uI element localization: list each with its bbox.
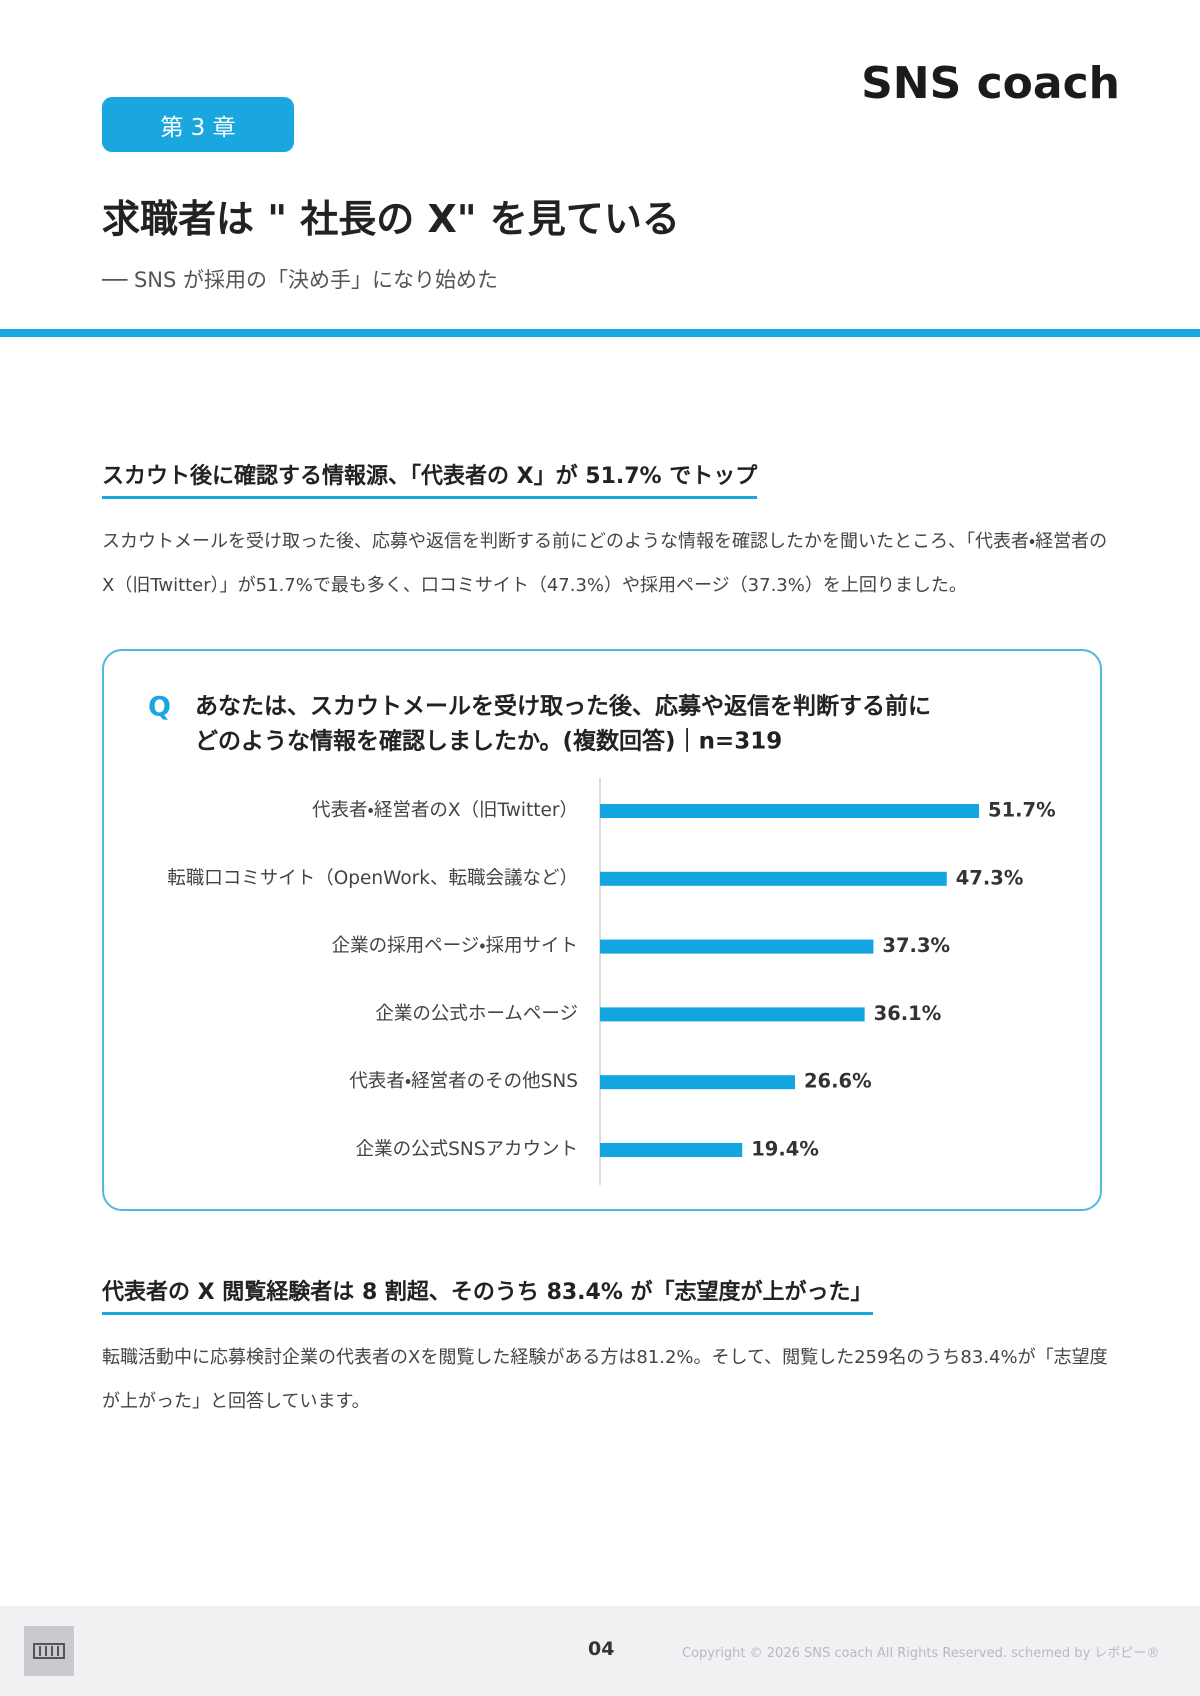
bar [600, 1143, 743, 1157]
value-label: 37.3% [882, 934, 950, 957]
category-label: 企業の公式SNSアカウント [356, 1139, 578, 1160]
chart: Q あなたは、スカウトメールを受け取った後、応募や返信を判断する前にどのような情報… [148, 692, 1056, 1185]
value-label: 26.6% [804, 1070, 872, 1093]
bar [600, 939, 874, 954]
value-label: 19.4% [751, 1138, 819, 1161]
bar [600, 871, 947, 886]
page-number: 04 [588, 1638, 615, 1660]
category-label: 転職口コミサイト（OpenWork、転職会議など） [167, 868, 578, 889]
bar [600, 1075, 795, 1090]
category-label: 代表者・経営者のその他SNS [349, 1071, 578, 1092]
section-body: スカウトメールを受け取った後、応募や返信を判断する前にどのような情報を確認したか… [102, 531, 1108, 596]
logo: SNS coach [861, 58, 1120, 109]
question-mark: Q [148, 692, 171, 723]
chapter-badge: 第 3 章 [102, 97, 294, 152]
section-body: 転職活動中に応募検討企業の代表者のXを閲覧した経験がある方は81.2%。そして、… [102, 1347, 1108, 1412]
question-line: あなたは、スカウトメールを受け取った後、応募や返信を判断する前に [195, 693, 931, 720]
chart-box: Q あなたは、スカウトメールを受け取った後、応募や返信を判断する前に どのような情報… [102, 649, 1102, 1211]
category-label: 企業の公式ホームページ [375, 1003, 578, 1024]
bar [600, 1007, 865, 1022]
footer [0, 1606, 1200, 1696]
header-rule [0, 329, 1200, 337]
page-title: 求職者は " 社長の X" を見ている [102, 197, 680, 241]
value-label: 47.3% [956, 866, 1024, 889]
question-line: どのような情報を確認しましたか。(複数回答)｜n=319 [195, 728, 782, 755]
section-heading: 代表者の X 閲覧経験者は 8 割超、そのうち 83.4% が「志望度が上がった… [102, 1274, 873, 1315]
value-label: 36.1% [874, 1002, 942, 1025]
value-label: 51.7% [988, 799, 1056, 822]
category-label: 代表者・経営者のX（旧Twitter） [312, 800, 578, 821]
section-heading: スカウト後に確認する情報源、「代表者の X」が 51.7% でトップ [102, 458, 758, 499]
copyright: Copyright © 2026 SNS coach All Rights Re… [682, 1646, 1160, 1661]
footer-icon [24, 1626, 74, 1676]
page-subtitle: ── SNS が採用の「決め手」になり始めた [102, 268, 499, 292]
category-label: 企業の採用ページ・採用サイト [332, 936, 578, 957]
bar [600, 804, 979, 818]
